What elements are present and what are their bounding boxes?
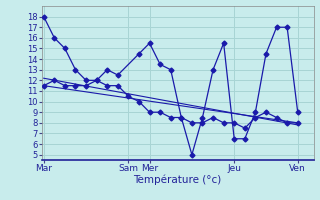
X-axis label: Température (°c): Température (°c) <box>133 175 222 185</box>
